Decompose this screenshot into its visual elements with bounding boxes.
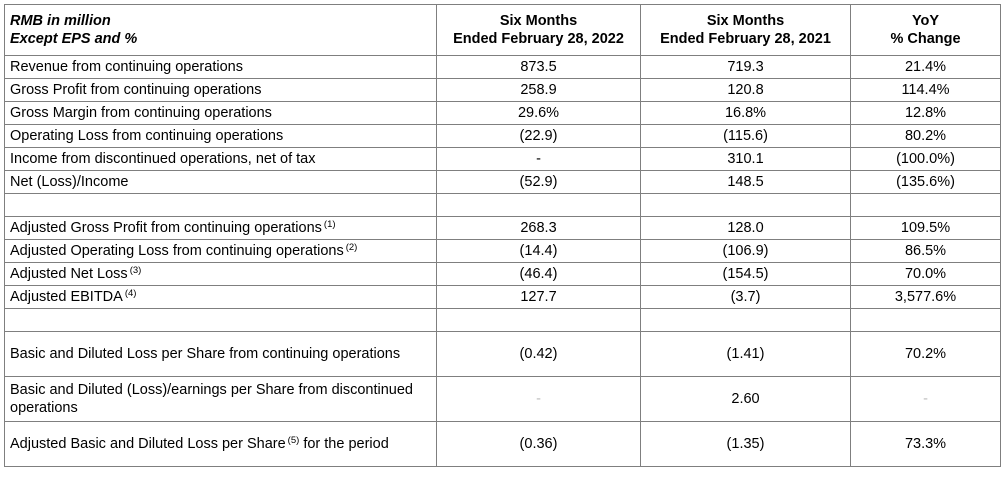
value-2021: (1.41) [640, 331, 851, 377]
row-label: Revenue from continuing operations [4, 55, 437, 79]
value-2022: 268.3 [436, 216, 641, 240]
row-label: Basic and Diluted Loss per Share from co… [4, 331, 437, 377]
value-yoy: (100.0%) [850, 147, 1001, 171]
header-label-cell: RMB in million Except EPS and % [4, 4, 437, 56]
value-2022: 29.6% [436, 101, 641, 125]
row-label: Adjusted Net Loss [10, 266, 128, 282]
table-row: Basic and Diluted Loss per Share from co… [4, 331, 1001, 377]
header-col-2022-line2: Ended February 28, 2022 [453, 31, 624, 47]
row-label-suffix: for the period [303, 436, 389, 452]
value-2022: (46.4) [436, 262, 641, 286]
row-label: Operating Loss from continuing operation… [4, 124, 437, 148]
table-row: Adjusted EBITDA (4) 127.7 (3.7) 3,577.6% [4, 285, 1001, 309]
value-2022: - [436, 147, 641, 171]
table-row: Adjusted Basic and Diluted Loss per Shar… [4, 421, 1001, 467]
value-2021: 120.8 [640, 78, 851, 102]
value-2022: 127.7 [436, 285, 641, 309]
table-row: Adjusted Operating Loss from continuing … [4, 239, 1001, 263]
header-col-yoy-line1: YoY [911, 13, 940, 29]
row-label: Adjusted EBITDA [10, 289, 123, 305]
table-row: Basic and Diluted (Loss)/earnings per Sh… [4, 376, 1001, 422]
value-yoy: 86.5% [850, 239, 1001, 263]
header-col-2021: Six Months Ended February 28, 2021 [640, 4, 851, 56]
financial-summary-table: RMB in million Except EPS and % Six Mont… [4, 4, 1001, 467]
header-unit-label: RMB in million [10, 13, 111, 29]
table-row: Revenue from continuing operations 873.5… [4, 55, 1001, 79]
row-label-cell: Adjusted Net Loss (3) [4, 262, 437, 286]
row-label: Net (Loss)/Income [4, 170, 437, 194]
footnote-marker: (5) [287, 435, 300, 446]
value-yoy: 12.8% [850, 101, 1001, 125]
value-2021: 2.60 [640, 376, 851, 422]
header-col-2021-line2: Ended February 28, 2021 [660, 31, 831, 47]
value-2021: (3.7) [640, 285, 851, 309]
value-2021: 16.8% [640, 101, 851, 125]
value-2022: 873.5 [436, 55, 641, 79]
value-yoy: 70.0% [850, 262, 1001, 286]
header-col-2022: Six Months Ended February 28, 2022 [436, 4, 641, 56]
header-col-2022-line1: Six Months [499, 13, 578, 29]
table-row: Gross Margin from continuing operations … [4, 101, 1001, 125]
value-yoy: 3,577.6% [850, 285, 1001, 309]
table-row: Gross Profit from continuing operations … [4, 78, 1001, 102]
row-label-cell: Adjusted Gross Profit from continuing op… [4, 216, 437, 240]
value-2022: - [436, 376, 641, 422]
value-2022: (22.9) [436, 124, 641, 148]
value-2021: (106.9) [640, 239, 851, 263]
value-yoy: 73.3% [850, 421, 1001, 467]
value-2021: (115.6) [640, 124, 851, 148]
value-2021: (1.35) [640, 421, 851, 467]
value-2022: (0.36) [436, 421, 641, 467]
table-row: Net (Loss)/Income (52.9) 148.5 (135.6%) [4, 170, 1001, 194]
spacer-row [4, 308, 1001, 332]
value-2021: 128.0 [640, 216, 851, 240]
header-row: RMB in million Except EPS and % Six Mont… [4, 4, 1001, 56]
row-label: Basic and Diluted (Loss)/earnings per Sh… [4, 376, 437, 422]
row-label: Gross Profit from continuing operations [4, 78, 437, 102]
value-2022: (52.9) [436, 170, 641, 194]
value-yoy: - [850, 376, 1001, 422]
value-yoy: 21.4% [850, 55, 1001, 79]
header-col-2021-line1: Six Months [706, 13, 785, 29]
value-2022: (0.42) [436, 331, 641, 377]
header-col-yoy-line2: % Change [890, 31, 961, 47]
row-label: Gross Margin from continuing operations [4, 101, 437, 125]
row-label-cell: Adjusted EBITDA (4) [4, 285, 437, 309]
value-2021: (154.5) [640, 262, 851, 286]
value-yoy: 80.2% [850, 124, 1001, 148]
value-yoy: (135.6%) [850, 170, 1001, 194]
table-row: Operating Loss from continuing operation… [4, 124, 1001, 148]
spacer-row [4, 193, 1001, 217]
value-2022: 258.9 [436, 78, 641, 102]
value-2022: (14.4) [436, 239, 641, 263]
footnote-marker: (4) [124, 288, 137, 299]
row-label-cell: Adjusted Basic and Diluted Loss per Shar… [4, 421, 437, 467]
value-2021: 148.5 [640, 170, 851, 194]
value-yoy: 70.2% [850, 331, 1001, 377]
footnote-marker: (2) [345, 242, 358, 253]
footnote-marker: (1) [323, 219, 336, 230]
table-row: Income from discontinued operations, net… [4, 147, 1001, 171]
value-yoy: 109.5% [850, 216, 1001, 240]
header-eps-label: Except EPS and % [10, 31, 138, 47]
row-label: Adjusted Basic and Diluted Loss per Shar… [10, 436, 286, 452]
footnote-marker: (3) [129, 265, 142, 276]
value-yoy: 114.4% [850, 78, 1001, 102]
value-2021: 719.3 [640, 55, 851, 79]
header-col-yoy: YoY % Change [850, 4, 1001, 56]
row-label: Adjusted Operating Loss from continuing … [10, 243, 344, 259]
table-row: Adjusted Gross Profit from continuing op… [4, 216, 1001, 240]
row-label: Adjusted Gross Profit from continuing op… [10, 220, 322, 236]
row-label: Income from discontinued operations, net… [4, 147, 437, 171]
table-row: Adjusted Net Loss (3) (46.4) (154.5) 70.0… [4, 262, 1001, 286]
value-2021: 310.1 [640, 147, 851, 171]
row-label-cell: Adjusted Operating Loss from continuing … [4, 239, 437, 263]
